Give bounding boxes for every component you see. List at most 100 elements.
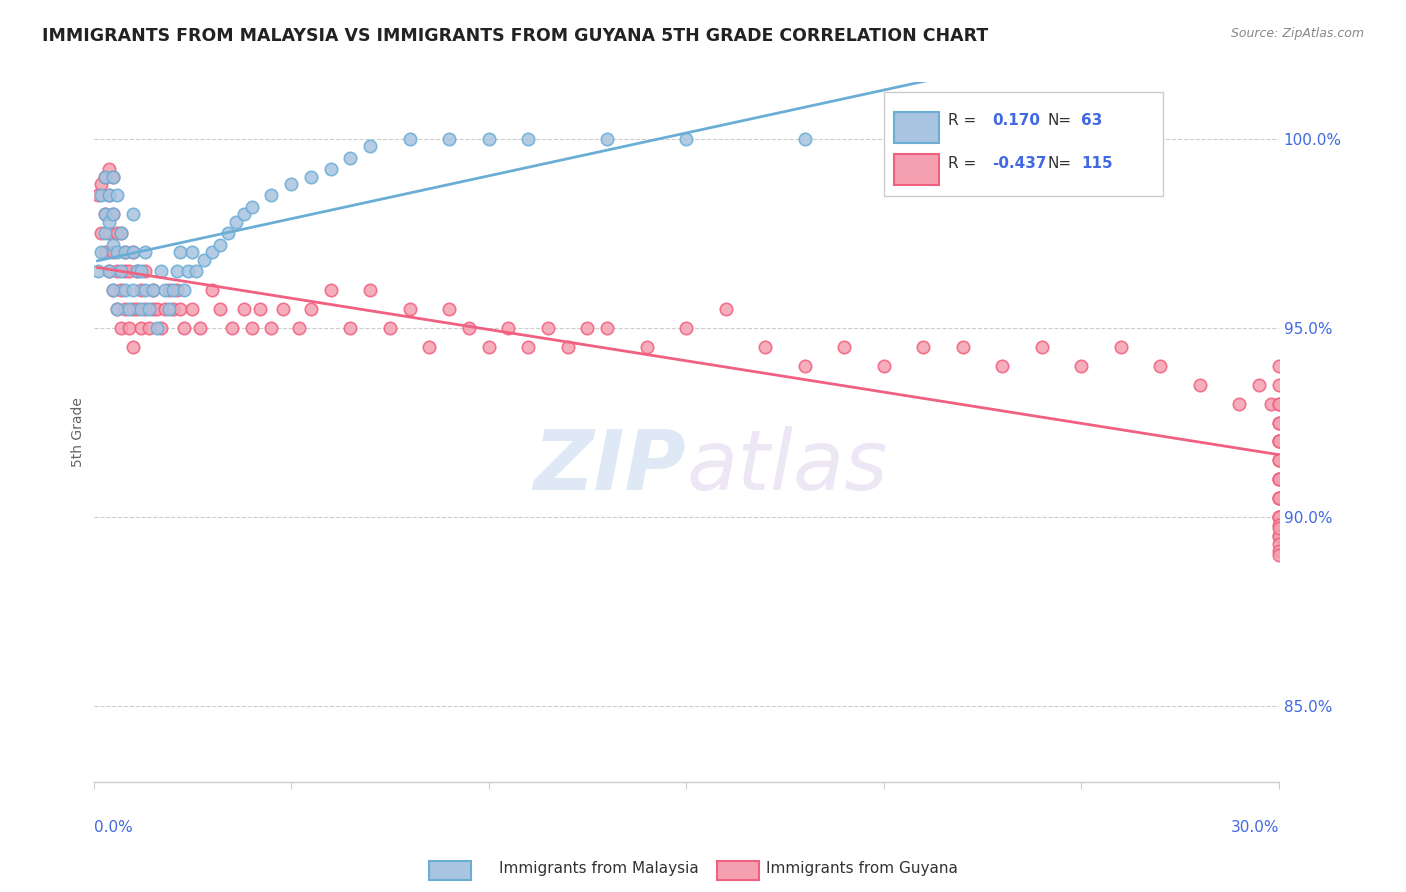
Point — [1249, 377, 1271, 392]
Text: 30.0%: 30.0% — [1230, 820, 1279, 835]
Text: -0.437: -0.437 — [993, 156, 1046, 171]
Point — [162, 283, 184, 297]
Point — [169, 301, 191, 316]
Text: Immigrants from Guyana: Immigrants from Guyana — [766, 862, 957, 876]
Point — [1268, 548, 1291, 562]
Point — [86, 188, 108, 202]
Point — [1268, 453, 1291, 467]
Text: 0.170: 0.170 — [993, 113, 1040, 128]
Point — [162, 301, 184, 316]
Point — [181, 301, 204, 316]
Point — [125, 264, 148, 278]
Point — [94, 227, 117, 241]
Point — [240, 200, 263, 214]
Point — [557, 340, 579, 354]
Point — [114, 245, 136, 260]
Point — [991, 359, 1014, 373]
Point — [105, 264, 128, 278]
Point — [173, 321, 195, 335]
Point — [1268, 434, 1291, 449]
Point — [98, 264, 121, 278]
Point — [134, 283, 156, 297]
Text: 63: 63 — [1081, 113, 1102, 128]
Point — [217, 227, 239, 241]
Point — [129, 321, 152, 335]
Point — [153, 283, 176, 297]
Point — [1268, 536, 1291, 550]
Text: R =: R = — [948, 156, 981, 171]
Point — [1268, 472, 1291, 486]
Point — [339, 321, 361, 335]
Point — [105, 301, 128, 316]
Point — [169, 245, 191, 260]
Point — [134, 301, 156, 316]
Point — [186, 264, 208, 278]
Point — [129, 283, 152, 297]
Point — [110, 227, 132, 241]
Point — [110, 264, 132, 278]
Point — [1268, 472, 1291, 486]
Point — [134, 264, 156, 278]
Point — [110, 227, 132, 241]
Point — [153, 301, 176, 316]
Point — [90, 177, 112, 191]
Point — [754, 340, 776, 354]
Point — [157, 283, 180, 297]
Point — [90, 227, 112, 241]
Point — [114, 264, 136, 278]
Text: 115: 115 — [1081, 156, 1112, 171]
Point — [110, 283, 132, 297]
Point — [105, 301, 128, 316]
Point — [359, 283, 381, 297]
Point — [1268, 416, 1291, 430]
Point — [94, 169, 117, 184]
Text: Immigrants from Malaysia: Immigrants from Malaysia — [499, 862, 699, 876]
Point — [122, 301, 145, 316]
Point — [103, 237, 125, 252]
Point — [166, 264, 188, 278]
Point — [1268, 396, 1291, 410]
Point — [122, 207, 145, 221]
Point — [103, 169, 125, 184]
Point — [1268, 434, 1291, 449]
Point — [1268, 510, 1291, 524]
Point — [103, 207, 125, 221]
Point — [1268, 472, 1291, 486]
Point — [90, 245, 112, 260]
Point — [177, 264, 200, 278]
Point — [146, 321, 169, 335]
Point — [94, 169, 117, 184]
Point — [98, 188, 121, 202]
Point — [114, 283, 136, 297]
Point — [225, 215, 247, 229]
Point — [1268, 544, 1291, 558]
FancyBboxPatch shape — [894, 154, 939, 185]
Point — [271, 301, 294, 316]
Point — [1260, 396, 1282, 410]
Point — [1188, 377, 1211, 392]
Point — [437, 301, 460, 316]
Point — [299, 301, 322, 316]
Point — [1268, 491, 1291, 506]
Y-axis label: 5th Grade: 5th Grade — [72, 397, 86, 467]
Point — [149, 264, 172, 278]
Point — [94, 245, 117, 260]
Point — [146, 301, 169, 316]
Point — [912, 340, 935, 354]
Point — [299, 169, 322, 184]
Point — [90, 188, 112, 202]
Point — [873, 359, 896, 373]
Point — [105, 227, 128, 241]
Point — [1268, 517, 1291, 532]
Text: ZIP: ZIP — [534, 426, 686, 508]
Point — [458, 321, 481, 335]
Point — [98, 227, 121, 241]
Point — [122, 340, 145, 354]
Point — [232, 207, 254, 221]
Point — [398, 131, 420, 145]
Point — [103, 207, 125, 221]
Point — [576, 321, 599, 335]
Text: N=: N= — [1047, 156, 1071, 171]
Point — [1268, 529, 1291, 543]
Point — [114, 301, 136, 316]
